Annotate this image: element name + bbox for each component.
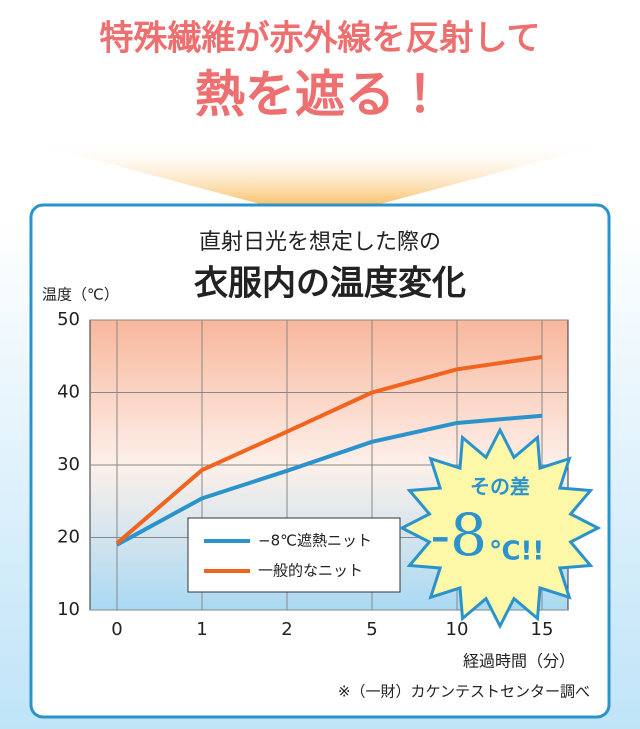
badge-star xyxy=(398,426,602,630)
x-tick-label: 0 xyxy=(111,619,122,640)
y-axis-label: 温度（℃） xyxy=(42,286,119,304)
x-tick-label: 10 xyxy=(446,619,469,640)
badge-unit: ℃!! xyxy=(489,537,544,567)
x-tick-label: 15 xyxy=(531,619,554,640)
x-tick-label: 1 xyxy=(196,619,207,640)
y-tick-label: 20 xyxy=(57,527,80,548)
badge: その差-8 ℃!! xyxy=(398,426,602,630)
headline: 特殊繊維が赤外線を反射して xyxy=(100,19,541,59)
legend-label: −8℃遮熱ニット xyxy=(258,532,372,550)
legend xyxy=(187,517,401,593)
y-tick-label: 10 xyxy=(57,599,80,620)
y-tick-label: 30 xyxy=(57,454,80,475)
y-tick-label: 50 xyxy=(57,309,80,330)
series-line xyxy=(116,413,543,547)
x-axis-label: 経過時間（分） xyxy=(463,652,575,671)
y-tick-label: 40 xyxy=(57,382,80,403)
note: ※（一財）カケンテストセンター調べ xyxy=(338,683,590,701)
legend-label: 一般的なニット xyxy=(258,562,363,580)
badge-value: -8 xyxy=(431,501,488,569)
x-tick-label: 5 xyxy=(366,619,377,640)
chart-subtitle: 衣服内の温度変化 xyxy=(194,264,466,304)
badge-label: その差 xyxy=(470,475,530,499)
arrow xyxy=(20,140,620,220)
headline: 熱を遮る！ xyxy=(195,66,445,124)
x-tick-label: 2 xyxy=(281,619,292,640)
series-line xyxy=(115,354,543,545)
chart-title: 直射日光を想定した際の xyxy=(199,230,441,255)
